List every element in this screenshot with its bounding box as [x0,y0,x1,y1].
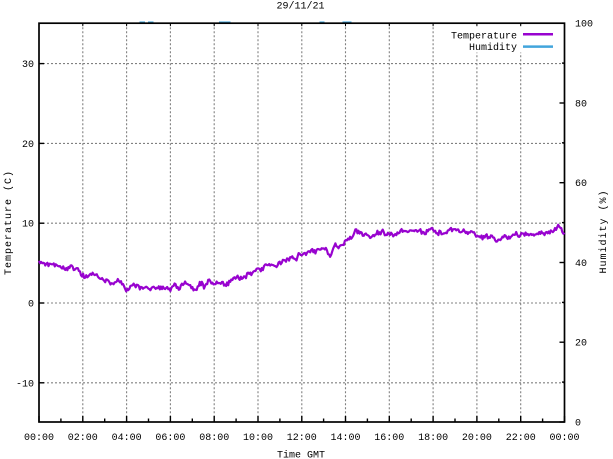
svg-text:08:00: 08:00 [199,433,229,444]
svg-text:Temperature (C): Temperature (C) [3,170,15,275]
svg-text:100: 100 [575,20,593,31]
svg-text:04:00: 04:00 [112,433,142,444]
svg-text:20:00: 20:00 [462,433,492,444]
svg-text:00:00: 00:00 [549,433,579,444]
svg-text:06:00: 06:00 [155,433,185,444]
svg-text:Time GMT: Time GMT [277,450,325,459]
svg-text:22:00: 22:00 [506,433,536,444]
svg-text:30: 30 [22,60,34,71]
svg-text:Humidity: Humidity [469,42,517,54]
svg-text:16:00: 16:00 [374,433,404,444]
svg-text:40: 40 [575,259,587,270]
svg-text:29/11/21: 29/11/21 [276,1,324,13]
svg-text:0: 0 [28,300,34,311]
svg-text:00:00: 00:00 [24,433,54,444]
svg-text:Humidity (%): Humidity (%) [598,189,610,273]
svg-text:18:00: 18:00 [418,433,448,444]
svg-text:0: 0 [575,419,581,430]
svg-text:12:00: 12:00 [287,433,317,444]
svg-text:60: 60 [575,179,587,190]
svg-text:10:00: 10:00 [243,433,273,444]
svg-text:Temperature: Temperature [451,32,517,43]
svg-text:20: 20 [575,339,587,350]
svg-text:80: 80 [575,100,587,111]
svg-text:-10: -10 [16,379,34,390]
svg-text:02:00: 02:00 [68,433,98,444]
svg-text:10: 10 [22,220,34,231]
svg-text:20: 20 [22,140,34,151]
svg-text:14:00: 14:00 [330,433,360,444]
